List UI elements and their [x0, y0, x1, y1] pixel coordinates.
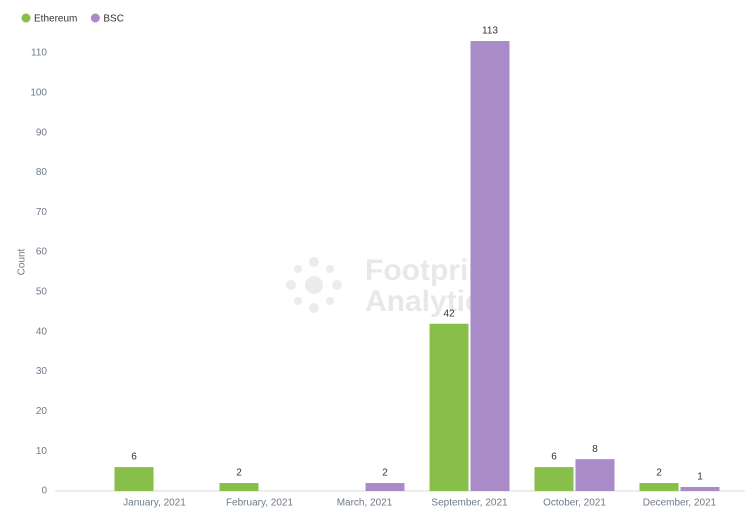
- y-tick-label: 80: [36, 167, 48, 178]
- y-axis-label: Count: [17, 248, 28, 275]
- watermark-logo: [286, 257, 342, 313]
- bar: [114, 467, 154, 491]
- x-tick-label: December, 2021: [643, 498, 717, 509]
- x-tick-label: October, 2021: [543, 498, 606, 509]
- legend-swatch: [21, 13, 31, 23]
- data-label: 6: [551, 452, 557, 463]
- y-tick-label: 60: [36, 247, 48, 258]
- bar: [365, 483, 405, 491]
- y-tick-label: 30: [36, 366, 48, 377]
- x-tick-label: March, 2021: [337, 498, 393, 509]
- x-tick-label: February, 2021: [226, 498, 294, 509]
- y-tick-label: 70: [36, 207, 48, 218]
- x-tick-label: January, 2021: [123, 498, 186, 509]
- x-tick-label: September, 2021: [431, 498, 508, 509]
- legend-label: Ethereum: [34, 14, 77, 25]
- bar: [534, 467, 574, 491]
- bar: [429, 323, 469, 491]
- y-tick-label: 40: [36, 326, 48, 337]
- data-label: 113: [482, 26, 498, 37]
- data-label: 1: [697, 472, 703, 483]
- data-label: 6: [131, 452, 137, 463]
- y-tick-label: 90: [36, 127, 48, 138]
- bar: [470, 41, 510, 492]
- y-tick-label: 20: [36, 406, 48, 417]
- y-tick-label: 0: [41, 486, 47, 497]
- data-label: 2: [236, 468, 242, 479]
- y-tick-label: 110: [31, 48, 47, 59]
- bar: [639, 483, 679, 491]
- data-label: 2: [382, 468, 388, 479]
- bar: [680, 487, 720, 491]
- bar: [575, 459, 615, 491]
- y-tick-label: 10: [36, 446, 48, 457]
- data-label: 2: [656, 468, 662, 479]
- y-tick-label: 100: [30, 87, 47, 98]
- data-label: 8: [592, 444, 598, 455]
- y-tick-label: 50: [36, 287, 48, 298]
- legend-swatch: [90, 13, 100, 23]
- legend-label: BSC: [103, 14, 124, 25]
- bar: [219, 483, 259, 491]
- data-label: 42: [443, 308, 455, 319]
